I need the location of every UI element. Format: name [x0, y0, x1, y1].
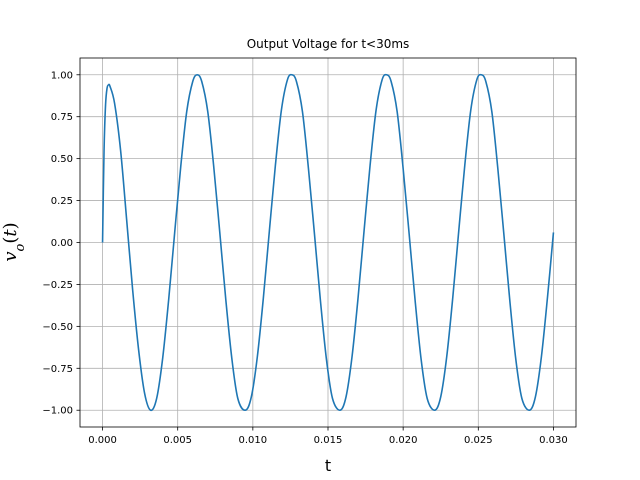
y-tick-label: 0.75: [51, 112, 73, 123]
x-tick-label: 0.030: [539, 435, 568, 446]
x-axis-label: t: [325, 456, 331, 475]
y-tick-label: −1.00: [42, 406, 73, 417]
y-tick-label: 0.25: [51, 196, 73, 207]
x-tick-label: 0.020: [389, 435, 418, 446]
y-tick-label: −0.75: [42, 364, 73, 375]
y-axis-label-close: ): [0, 222, 21, 229]
x-tick-label: 0.015: [314, 435, 343, 446]
y-tick-label: 0.50: [51, 154, 73, 165]
series-layer: [101, 73, 555, 412]
y-axis: −1.00 −0.75 −0.50 −0.25 0.00 0.25 0.50 0.75 1.00: [42, 70, 80, 417]
y-axis-label-v: v: [0, 251, 21, 261]
x-tick-label: 0.025: [464, 435, 493, 446]
x-tick-label: 0.000: [88, 435, 117, 446]
y-tick-label: −0.25: [42, 280, 73, 291]
y-axis-label-t: t: [0, 229, 21, 237]
y-axis-label-arg: (: [0, 237, 21, 244]
y-tick-label: 0.00: [51, 238, 73, 249]
y-tick-label: 1.00: [51, 70, 73, 81]
x-tick-label: 0.005: [163, 435, 192, 446]
y-tick-label: −0.50: [42, 322, 73, 333]
y-axis-label: vo(t): [0, 222, 28, 261]
y-axis-label-sub: o: [13, 243, 28, 251]
series-line: [101, 73, 555, 412]
x-axis: 0.000 0.005 0.010 0.015 0.020 0.025 0.030: [88, 427, 568, 446]
chart-title: Output Voltage for t<30ms: [247, 37, 410, 51]
grid: [80, 58, 576, 427]
x-tick-label: 0.010: [239, 435, 268, 446]
